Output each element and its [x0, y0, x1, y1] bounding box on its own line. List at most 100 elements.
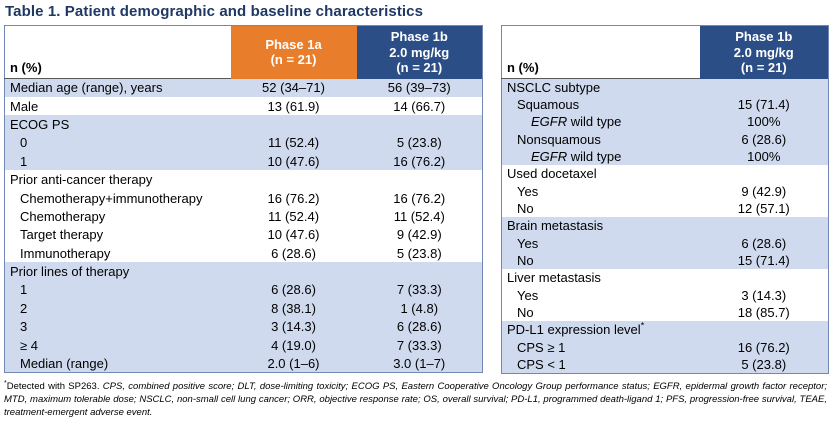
footnote-abbreviations: CPS, combined positive score; DLT, dose-…	[4, 380, 828, 418]
table-row: 1 10 (47.6) 16 (76.2)	[4, 152, 483, 171]
row-label: No	[517, 253, 534, 269]
table-row: Target therapy 10 (47.6) 9 (42.9)	[4, 225, 483, 245]
table-row: CPS < 1 5 (23.8)	[501, 356, 829, 374]
table-row: Chemotherapy+immunotherapy 16 (76.2) 16 …	[4, 188, 483, 208]
row-label: Male	[10, 98, 39, 114]
row-value: 16 (76.2)	[737, 339, 790, 355]
row-value: 6 (28.6)	[741, 131, 787, 147]
row-label: Yes	[517, 183, 539, 199]
table-row: 1 6 (28.6) 7 (33.3)	[4, 280, 483, 300]
row-label: Brain metastasis	[507, 218, 604, 234]
row-label: Chemotherapy+immunotherapy	[20, 190, 203, 206]
table-row: EGFR wild type 100%	[501, 113, 829, 131]
table-row: 3 3 (14.3) 6 (28.6)	[4, 317, 483, 336]
row-label: Prior anti-cancer therapy	[10, 172, 153, 188]
row-label: PD-L1 expression level*	[507, 321, 645, 338]
table-row: 0 11 (52.4) 5 (23.8)	[4, 133, 483, 153]
row-value-phase1b: 9 (42.9)	[396, 227, 442, 243]
header-row: n (%) Phase 1b 2.0 mg/kg (n = 21)	[501, 25, 829, 79]
row-value: 6 (28.6)	[741, 235, 787, 251]
row-label: CPS < 1	[517, 356, 566, 372]
row-label: 1	[20, 153, 28, 169]
row-label: NSCLC subtype	[507, 79, 601, 95]
column-header-phase1b: Phase 1b 2.0 mg/kg (n = 21)	[699, 25, 829, 79]
table-row: No 18 (85.7)	[501, 303, 829, 322]
table-row: Yes 9 (42.9)	[501, 182, 829, 200]
table-row: Immunotherapy 6 (28.6) 5 (23.8)	[4, 244, 483, 263]
row-label: CPS ≥ 1	[517, 339, 566, 355]
row-value-phase1a: 2.0 (1–6)	[267, 355, 320, 371]
row-value-phase1b: 1 (4.8)	[400, 300, 439, 316]
table-row: Male 13 (61.9) 14 (66.7)	[4, 96, 483, 116]
demographics-table-right: n (%) Phase 1b 2.0 mg/kg (n = 21) NSCLC …	[501, 25, 829, 374]
table-row: Chemotherapy 11 (52.4) 11 (52.4)	[4, 207, 483, 226]
n-percent-header: n (%)	[4, 25, 231, 79]
row-value-phase1b: 16 (76.2)	[393, 153, 446, 169]
table-row: Yes 3 (14.3)	[501, 286, 829, 304]
row-value: 15 (71.4)	[737, 253, 790, 269]
row-label: 3	[20, 319, 28, 335]
row-label: 2	[20, 300, 28, 316]
table-row: ≥ 4 4 (19.0) 7 (33.3)	[4, 335, 483, 355]
section-header-row: Prior lines of therapy	[4, 262, 483, 281]
column-header-phase1a: Phase 1a (n = 21)	[230, 25, 357, 79]
section-header-row: Used docetaxel	[501, 165, 829, 183]
demographics-table-left: n (%) Phase 1a (n = 21) Phase 1b 2.0 mg/…	[4, 25, 483, 374]
section-header-row: Liver metastasis	[501, 269, 829, 287]
table-row: Median (range) 2.0 (1–6) 3.0 (1–7)	[4, 354, 483, 373]
row-label: No	[517, 305, 534, 321]
table-row: Nonsquamous 6 (28.6)	[501, 130, 829, 148]
table-title: Table 1. Patient demographic and baselin…	[5, 3, 424, 20]
row-value: 12 (57.1)	[737, 201, 790, 217]
row-value-phase1a: 13 (61.9)	[267, 98, 320, 114]
table-row: No 15 (71.4)	[501, 251, 829, 270]
row-value-phase1a: 10 (47.6)	[267, 153, 320, 169]
row-label: Yes	[517, 235, 539, 251]
row-label: Immunotherapy	[20, 245, 111, 261]
row-value-phase1a: 6 (28.6)	[271, 245, 316, 261]
row-value-phase1b: 7 (33.3)	[396, 337, 442, 353]
row-value: 15 (71.4)	[737, 97, 790, 113]
row-label: Chemotherapy	[20, 208, 106, 224]
footnote-marker: *	[4, 379, 7, 387]
table-row: Squamous 15 (71.4)	[501, 95, 829, 114]
row-value: 5 (23.8)	[741, 356, 787, 372]
row-value-phase1a: 8 (38.1)	[271, 300, 316, 316]
footnote: *Detected with SP263. CPS, combined posi…	[4, 380, 827, 419]
row-label: 0	[20, 135, 28, 151]
footnote-lead: Detected with SP263.	[6, 380, 103, 392]
row-value-phase1b: 6 (28.6)	[396, 319, 442, 335]
table-row: No 12 (57.1)	[501, 199, 829, 218]
row-value: 100%	[747, 114, 781, 130]
row-value-phase1b: 11 (52.4)	[393, 208, 445, 224]
table-row: Median age (range), years 52 (34–71) 56 …	[4, 78, 483, 97]
row-value-phase1a: 10 (47.6)	[267, 227, 320, 243]
section-header-row: PD-L1 expression level*	[501, 321, 829, 339]
row-value-phase1b: 5 (23.8)	[396, 245, 442, 261]
row-value-phase1b: 3.0 (1–7)	[393, 355, 446, 371]
row-value-phase1a: 4 (19.0)	[271, 337, 316, 353]
table-row: 2 8 (38.1) 1 (4.8)	[4, 299, 483, 318]
row-label: EGFR wild type	[531, 114, 622, 130]
row-label: Prior lines of therapy	[10, 264, 130, 280]
row-value-phase1b: 16 (76.2)	[393, 190, 446, 206]
column-header-phase1b: Phase 1b 2.0 mg/kg (n = 21)	[356, 25, 483, 79]
n-percent-header: n (%)	[501, 25, 700, 79]
section-header-row: Brain metastasis	[501, 217, 829, 235]
row-label: Median (range)	[20, 355, 109, 371]
row-value: 18 (85.7)	[737, 305, 790, 321]
row-value-phase1b: 5 (23.8)	[396, 135, 442, 151]
row-label: Yes	[517, 287, 539, 303]
row-value-phase1a: 16 (76.2)	[267, 190, 320, 206]
footnote-marker: *	[640, 321, 645, 332]
row-label: Liver metastasis	[507, 270, 601, 286]
row-value-phase1b: 7 (33.3)	[396, 282, 442, 298]
row-value-phase1b: 56 (39–73)	[387, 80, 451, 96]
row-label: Squamous	[517, 97, 580, 113]
table-row: EGFR wild type 100%	[501, 147, 829, 166]
row-value-phase1b: 14 (66.7)	[393, 98, 446, 114]
row-value-phase1a: 11 (52.4)	[267, 208, 320, 224]
section-header-row: Prior anti-cancer therapy	[4, 170, 483, 189]
row-value: 3 (14.3)	[741, 287, 787, 303]
row-value: 100%	[747, 149, 781, 165]
